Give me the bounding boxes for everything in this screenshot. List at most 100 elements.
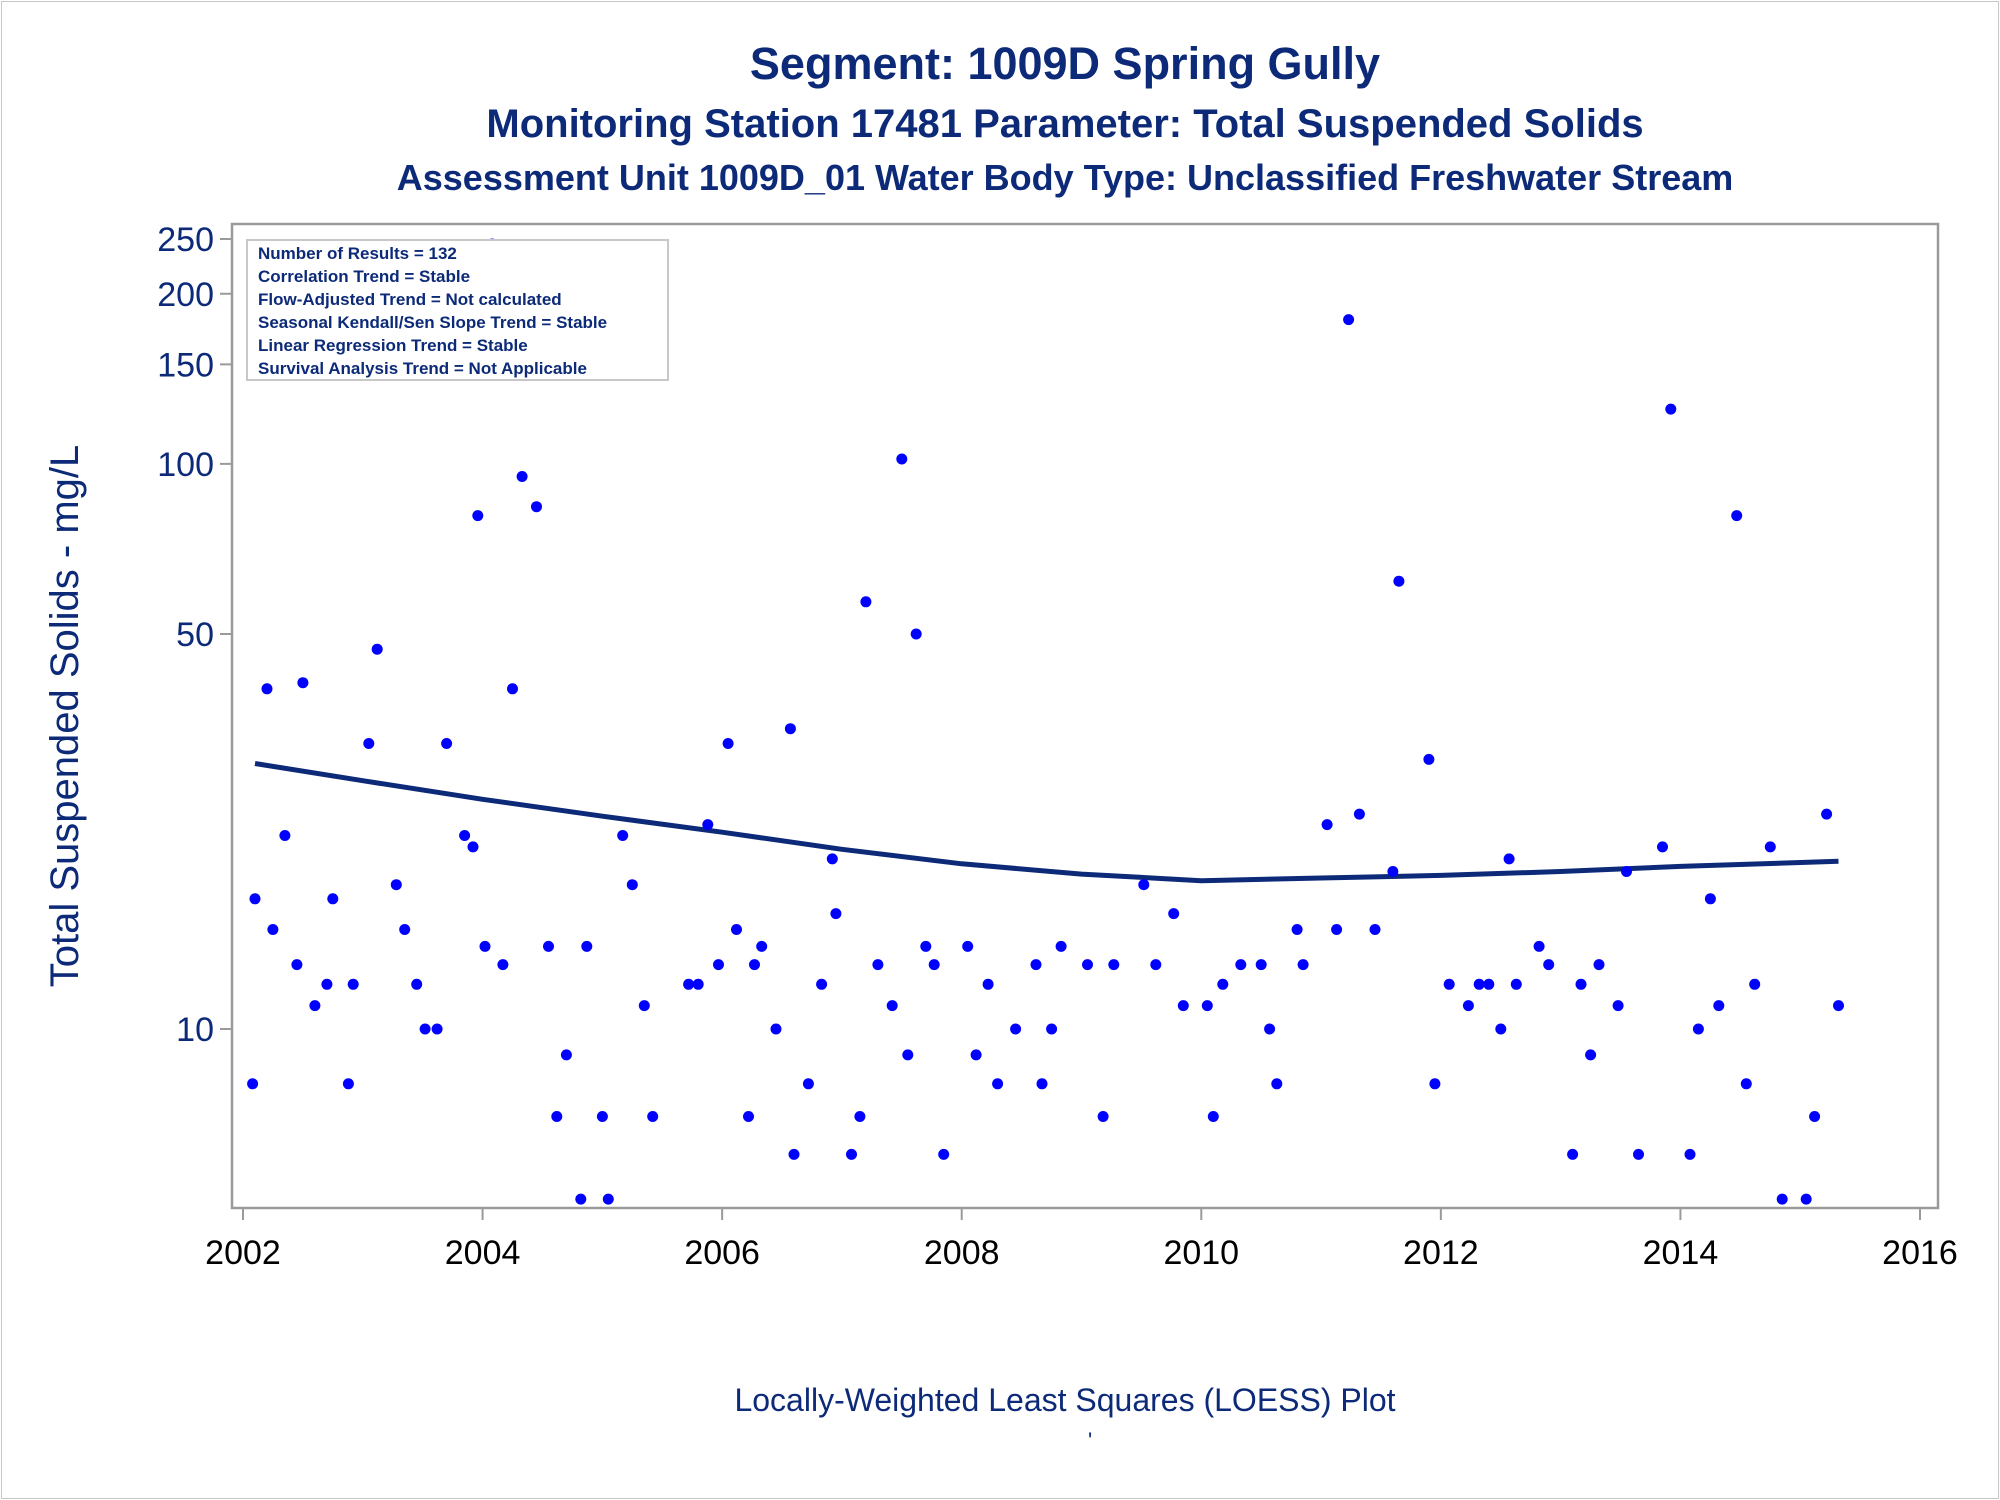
- data-point: [1833, 1000, 1844, 1012]
- x-tick-label: 2008: [924, 1234, 1000, 1272]
- data-point: [1657, 841, 1668, 853]
- data-point: [970, 1049, 982, 1061]
- data-point: [1692, 1023, 1704, 1035]
- data-point: [802, 1078, 814, 1090]
- stat-correlation-trend: Correlation Trend = Stable: [258, 267, 470, 286]
- chart-subtitle: Monitoring Station 17481 Parameter: Tota…: [486, 102, 1644, 146]
- data-point: [1055, 940, 1067, 952]
- x-tick-label: 2010: [1163, 1234, 1239, 1272]
- chart-title: Segment: 1009D Spring Gully: [749, 38, 1381, 89]
- data-point: [1138, 879, 1150, 891]
- data-point: [756, 940, 768, 952]
- data-point: [1510, 978, 1522, 990]
- data-point: [1168, 908, 1180, 920]
- data-point: [575, 1193, 587, 1205]
- stat-flow-adjusted-trend: Flow-Adjusted Trend = Not calculated: [258, 290, 562, 309]
- data-point: [1704, 893, 1716, 905]
- data-point: [431, 1023, 443, 1035]
- data-point: [472, 510, 484, 522]
- data-point: [1082, 959, 1093, 971]
- data-point: [1585, 1049, 1597, 1061]
- data-point: [1731, 510, 1743, 522]
- data-point: [872, 959, 884, 971]
- y-tick-label: 10: [176, 1011, 214, 1049]
- y-tick-label: 250: [157, 221, 214, 259]
- data-point: [371, 643, 383, 655]
- data-point: [516, 471, 528, 482]
- plot-area: [230, 222, 1940, 1210]
- data-point: [731, 924, 742, 935]
- data-point: [896, 453, 908, 465]
- y-axis-label: Total Suspended Solids - mg/L: [43, 445, 87, 988]
- stat-survival-analysis-trend: Survival Analysis Trend = Not Applicable: [258, 359, 587, 378]
- data-point: [683, 978, 695, 990]
- data-point: [770, 1023, 782, 1035]
- data-point: [1764, 841, 1776, 853]
- data-point: [363, 738, 375, 749]
- data-point: [1030, 959, 1042, 971]
- data-point: [743, 1111, 754, 1122]
- data-point: [1473, 978, 1485, 990]
- data-point: [749, 959, 760, 971]
- data-point: [1097, 1111, 1109, 1122]
- data-point: [784, 723, 796, 735]
- data-point: [1177, 1000, 1189, 1012]
- data-point: [267, 924, 279, 935]
- data-point: [1150, 959, 1162, 971]
- footnote-mark: ': [1088, 1428, 1093, 1453]
- data-point: [1207, 1111, 1219, 1122]
- data-point: [1343, 314, 1355, 326]
- data-point: [702, 819, 714, 831]
- data-point: [638, 1000, 650, 1012]
- data-point: [1429, 1078, 1441, 1090]
- data-point: [327, 893, 339, 905]
- data-point: [1291, 924, 1303, 935]
- data-point: [479, 940, 491, 952]
- data-point: [1297, 959, 1309, 971]
- stat-linear-regression-trend: Linear Regression Trend = Stable: [258, 336, 528, 355]
- data-point: [1462, 1000, 1474, 1012]
- data-point: [1201, 1000, 1213, 1012]
- x-axis: 2002 2004 2006 2008 2010 2012 2014 2016: [205, 1208, 1958, 1272]
- data-point: [886, 1000, 898, 1012]
- data-point: [1235, 959, 1247, 971]
- data-point: [1567, 1148, 1579, 1160]
- data-point: [467, 841, 479, 853]
- data-point: [1593, 959, 1605, 971]
- data-point: [854, 1111, 866, 1122]
- data-point: [1575, 978, 1587, 990]
- data-point: [1423, 753, 1435, 765]
- loess-layer: [254, 761, 1839, 884]
- data-point: [531, 501, 542, 513]
- data-point: [722, 738, 734, 749]
- data-point: [411, 978, 423, 990]
- data-point: [1612, 1000, 1624, 1012]
- data-point: [1271, 1078, 1283, 1090]
- chart-subtitle-2: Assessment Unit 1009D_01 Water Body Type…: [396, 157, 1734, 198]
- data-point: [399, 924, 411, 935]
- y-tick-label: 100: [157, 446, 214, 484]
- y-axis: 10 50 100 150 200 250: [157, 221, 232, 1049]
- data-point: [602, 1193, 614, 1205]
- data-point: [928, 959, 940, 971]
- x-tick-label: 2016: [1882, 1234, 1958, 1272]
- data-point: [713, 959, 724, 971]
- data-point: [1821, 808, 1833, 820]
- data-point: [1217, 978, 1229, 990]
- data-point: [1046, 1023, 1058, 1035]
- x-tick-label: 2002: [205, 1234, 281, 1272]
- data-point: [347, 978, 359, 990]
- data-point: [830, 908, 842, 920]
- data-point: [1393, 575, 1405, 587]
- data-point: [291, 959, 303, 971]
- data-point: [1353, 808, 1365, 820]
- data-point: [692, 978, 704, 990]
- data-point: [1533, 940, 1545, 952]
- data-point: [543, 940, 554, 952]
- data-point: [581, 940, 593, 952]
- data-point: [1809, 1111, 1821, 1122]
- x-tick-label: 2014: [1643, 1234, 1719, 1272]
- data-point: [560, 1049, 572, 1061]
- data-point: [788, 1148, 800, 1160]
- data-point: [321, 978, 333, 990]
